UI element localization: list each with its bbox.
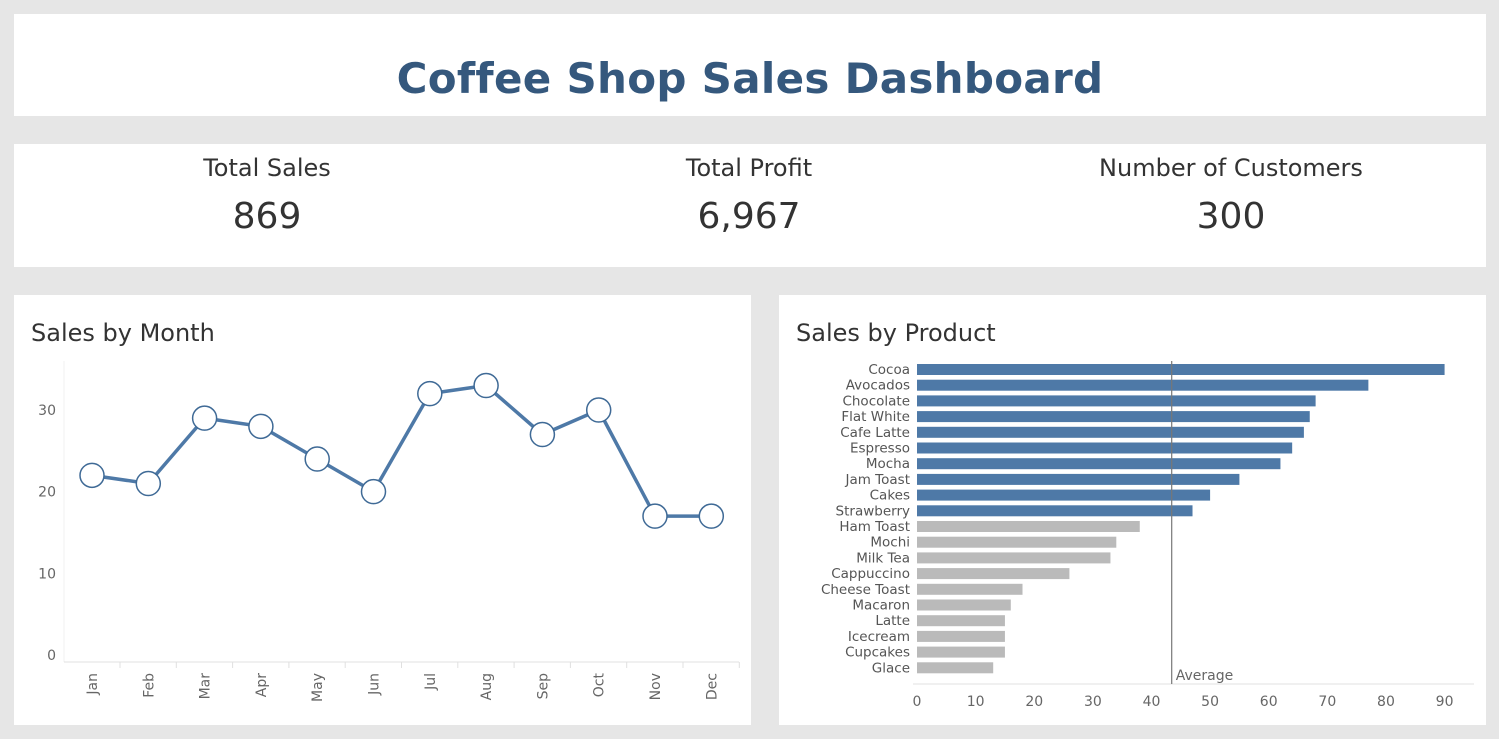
y-tick-label: 20 [38,485,56,501]
bar [917,552,1111,564]
x-tick-label: 40 [1143,694,1161,710]
data-point [642,503,668,529]
chart-title: Sales by Month [31,319,215,347]
x-tick-label: Oct [592,673,608,698]
category-label: Ham Toast [839,519,910,535]
y-tick-label: 30 [38,403,56,419]
x-tick-label: 70 [1318,694,1336,710]
bar [917,615,1005,627]
data-point [135,470,162,497]
category-label: Cupcakes [845,645,910,661]
data-point [473,372,499,399]
category-label: Cocoa [868,362,910,378]
bar [917,568,1070,580]
data-point [191,405,218,431]
bar [917,458,1281,470]
kpi-value: 6,967 [697,196,801,237]
x-tick-label: Jan [85,673,101,696]
kpi-panel: Total Sales 869 Total Profit 6,967 Numbe… [14,144,1486,267]
category-label: Mocha [866,456,910,472]
x-tick-label: Aug [479,673,495,700]
category-label: Avocados [846,378,910,394]
x-tick-label: Feb [141,673,157,698]
x-tick-label: Dec [704,673,720,700]
category-label: Cappuccino [831,566,910,582]
category-label: Mochi [870,535,910,551]
data-point [360,478,387,505]
x-tick-label: 0 [913,694,922,710]
category-label: Latte [875,613,910,629]
bar [917,379,1369,391]
x-tick-label: May [310,673,326,702]
bar [917,536,1117,548]
x-tick-label: 50 [1201,694,1219,710]
category-label: Chocolate [842,393,910,409]
data-point [698,503,725,529]
data-point [585,397,612,423]
bar [917,505,1193,517]
bar [917,442,1293,454]
data-point [417,380,443,407]
x-tick-label: Apr [254,673,270,697]
data-point [529,421,556,448]
category-label: Cafe Latte [840,425,910,441]
sales-line [91,383,712,518]
bar [917,646,1005,658]
bar [917,583,1023,595]
dashboard-title: Coffee Shop Sales Dashboard [396,54,1104,103]
x-tick-label: 80 [1377,694,1395,710]
bar [917,473,1240,485]
bar [917,411,1310,423]
category-label: Espresso [850,441,910,457]
bar [917,599,1011,611]
x-tick-label: 60 [1260,694,1278,710]
bar [917,630,1005,642]
kpi-label: Total Sales [203,154,331,182]
sales-by-month-chart: 0 10 20 30 Jan Feb Mar Apr May Jun Jul Aug Sep Oct Nov… [38,361,740,702]
category-label: Macaron [852,598,910,614]
bar [917,395,1316,407]
bar [917,426,1304,438]
x-tick-label: 30 [1084,694,1102,710]
x-tick-label: Sep [535,673,551,700]
data-point [248,413,274,440]
kpi-value: 300 [1196,196,1266,237]
kpi-value: 869 [232,196,302,237]
bar [917,662,994,674]
x-tick-label: 90 [1436,694,1454,710]
category-label: Milk Tea [856,550,910,566]
bar [917,489,1211,501]
category-label: Icecream [848,629,910,645]
y-tick-label: 0 [47,648,56,664]
chart-title: Sales by Product [796,319,996,347]
sales-by-month-panel: Sales by Month 0 10 20 30 Jan Feb Mar Apr May Jun… [14,295,751,725]
y-tick-label: 10 [38,566,56,582]
data-point [79,462,105,489]
title-panel: Coffee Shop Sales Dashboard [14,14,1486,116]
average-label: Average [1176,668,1234,684]
category-label: Flat White [841,409,910,425]
x-tick-label: Jun [367,673,383,696]
category-label: Cheese Toast [821,582,910,598]
data-point [304,446,330,472]
category-label: Cakes [870,488,910,504]
category-label: Jam Toast [844,472,910,488]
sales-by-product-panel: Sales by Product Cocoa Avocados Chocolate F… [779,295,1486,725]
bar [917,521,1140,532]
x-tick-label: Nov [648,673,664,700]
bar [917,364,1445,375]
x-tick-label: Mar [198,673,214,700]
category-label: Glace [872,660,910,676]
category-label: Strawberry [836,503,910,519]
kpi-label: Total Profit [685,154,813,182]
x-tick-label: 10 [967,694,985,710]
x-tick-label: 20 [1025,694,1043,710]
kpi-label: Number of Customers [1099,154,1363,182]
x-tick-label: Jul [423,673,439,691]
